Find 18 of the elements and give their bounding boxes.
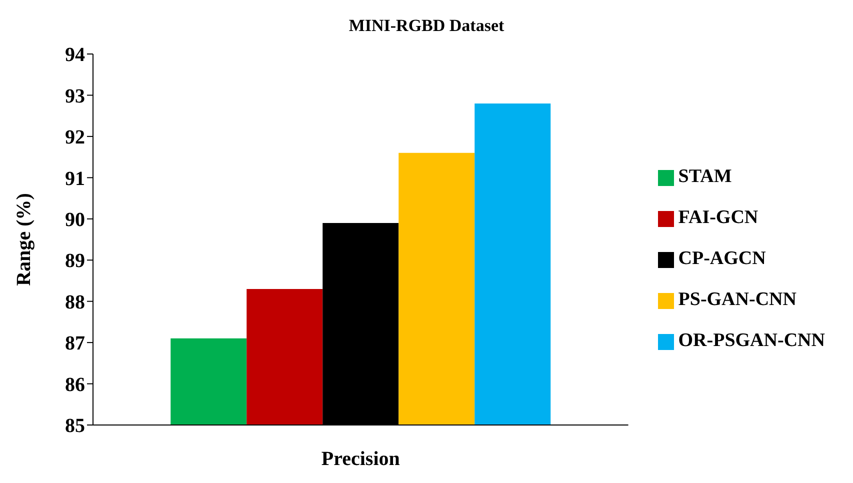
y-tick-label: 85 <box>65 415 85 438</box>
legend-label: STAM <box>678 166 732 187</box>
y-tick-label: 87 <box>65 332 85 355</box>
chart-title: MINI-RGBD Dataset <box>348 15 506 37</box>
y-tick-label: 93 <box>65 85 85 108</box>
y-tick-label: 88 <box>65 291 85 314</box>
y-tick-label: 89 <box>65 250 85 272</box>
y-tick-label: 86 <box>65 374 85 396</box>
y-tick-label: 92 <box>65 126 85 149</box>
legend-label: PS-GAN-CNN <box>678 289 796 310</box>
y-tick-label: 90 <box>65 208 85 231</box>
legend-label: CP-AGCN <box>678 248 766 269</box>
y-tick-label: 91 <box>65 168 85 190</box>
legend-label: OR-PSGAN-CNN <box>678 330 825 351</box>
x-axis-title: Precision <box>321 448 400 470</box>
y-axis-title: Range (%) <box>13 193 36 286</box>
legend-label: FAI-GCN <box>678 207 758 228</box>
y-tick-label: 94 <box>65 44 85 66</box>
